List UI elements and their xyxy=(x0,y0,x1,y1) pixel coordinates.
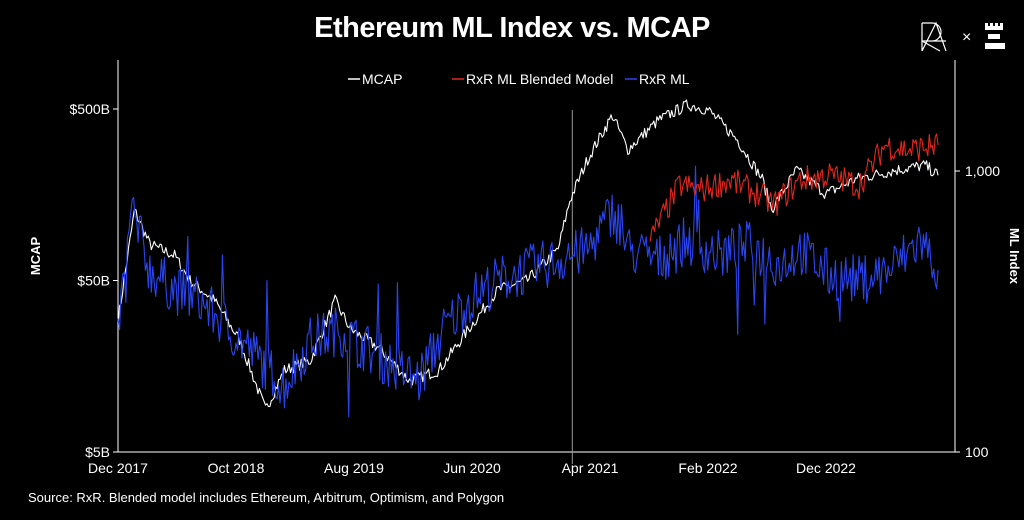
rxr-logo-icon xyxy=(921,21,947,52)
source-note: Source: RxR. Blended model includes Ethe… xyxy=(28,490,505,505)
y2-tick-label: 100 xyxy=(965,444,989,460)
x-tick-label: Jun 2020 xyxy=(443,460,501,476)
tower-logo-icon xyxy=(985,23,1005,49)
x-tick-label: Aug 2019 xyxy=(324,460,384,476)
y-axis-title: MCAP xyxy=(28,237,43,276)
legend-label: RxR ML Blended Model xyxy=(466,71,613,87)
series-line-mcap xyxy=(117,99,939,408)
legend-label: RxR ML xyxy=(639,71,690,87)
chart-title: Ethereum ML Index vs. MCAP xyxy=(314,12,710,44)
y2-tick-label: 1,000 xyxy=(965,163,1000,179)
logo-separator: × xyxy=(962,29,971,46)
x-tick-label: Dec 2022 xyxy=(796,460,856,476)
x-tick-label: Dec 2017 xyxy=(88,460,148,476)
brand-logos: × xyxy=(921,21,1005,52)
logo-group: × xyxy=(918,18,1018,59)
y-tick-label: $50B xyxy=(77,273,110,289)
legend-label: MCAP xyxy=(362,71,402,87)
series-line-rxr-ml-blended-model xyxy=(649,133,939,242)
legend: MCAP RxR ML Blended Model RxR ML xyxy=(348,71,690,87)
y-tick-label: $500B xyxy=(70,101,110,117)
x-tick-label: Feb 2022 xyxy=(678,460,737,476)
y2-axis-title: ML Index xyxy=(1007,228,1022,285)
series-line-rxr-ml xyxy=(117,165,939,418)
x-tick-label: Apr 2021 xyxy=(562,460,619,476)
y-tick-label: $5B xyxy=(85,444,110,460)
x-tick-label: Oct 2018 xyxy=(208,460,265,476)
